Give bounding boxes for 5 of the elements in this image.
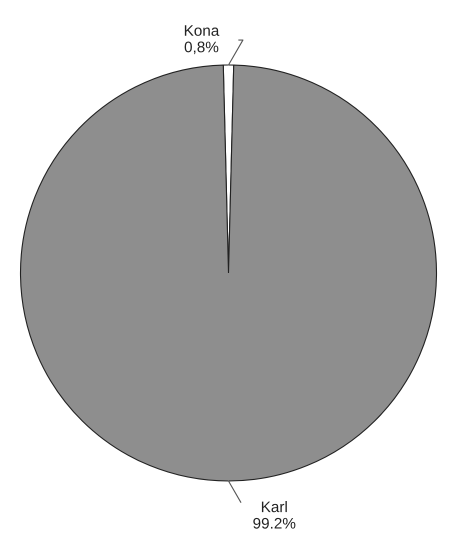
pie-slice [20,64,438,482]
data-label: 99.2% [253,518,296,529]
slice-label: Karl [262,501,287,512]
slice-label: Kona [184,25,220,36]
data-label: 0,8% [184,42,218,54]
